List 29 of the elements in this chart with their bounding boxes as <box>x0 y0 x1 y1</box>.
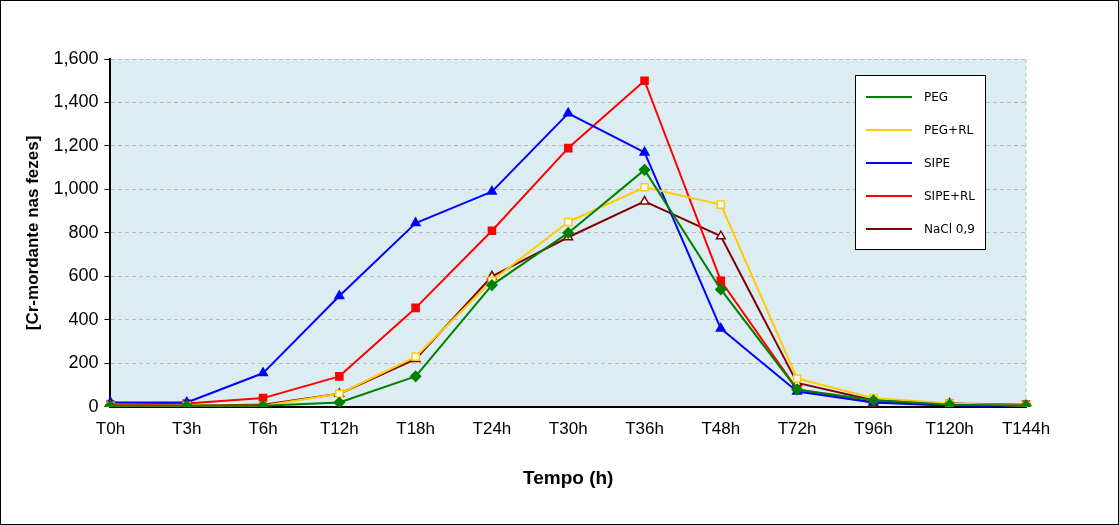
x-tick-label: T96h <box>854 418 893 438</box>
y-tick-label: 200 <box>68 352 99 373</box>
y-tick-label: 600 <box>68 265 99 286</box>
x-tick-label: T72h <box>777 418 817 438</box>
x-tick-label: T120h <box>925 418 974 438</box>
legend-label: SIPE <box>924 155 950 170</box>
y-tick-label: 400 <box>68 308 99 329</box>
x-tick-label: T18h <box>396 418 435 438</box>
y-tick-label: 1,200 <box>53 134 99 155</box>
legend-label: PEG+RL <box>924 122 974 137</box>
x-tick-label: T6h <box>248 418 278 438</box>
y-tick-label: 1,000 <box>53 178 99 199</box>
y-tick-label: 1,400 <box>53 91 99 112</box>
y-axis-title: [Cr-mordante nas fezes] <box>22 135 42 331</box>
x-tick-label: T24h <box>472 418 512 438</box>
legend-label: PEG <box>924 89 949 104</box>
x-tick-label: T3h <box>172 418 202 438</box>
legend-label: NaCl 0,9 <box>924 221 975 236</box>
x-tick-label: T36h <box>625 418 664 438</box>
x-tick-label: T144h <box>1001 418 1051 438</box>
x-axis-title: Tempo (h) <box>523 466 614 488</box>
legend-label: SIPE+RL <box>924 188 976 203</box>
x-tick-label: T48h <box>701 418 741 438</box>
x-tick-label: T30h <box>548 418 588 438</box>
x-tick-label: T0h <box>95 418 126 438</box>
y-tick-label: 800 <box>68 221 99 242</box>
y-tick-label: 1,600 <box>53 47 99 68</box>
y-tick-label: 0 <box>88 395 99 416</box>
x-tick-label: T12h <box>319 418 359 438</box>
